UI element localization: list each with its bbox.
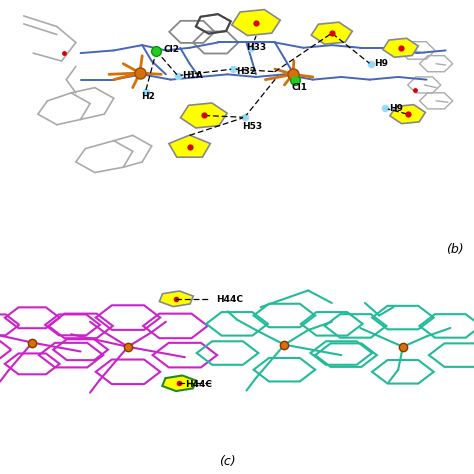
Text: H53: H53 (242, 122, 262, 130)
Text: H1A: H1A (182, 71, 203, 80)
Polygon shape (169, 135, 210, 157)
Text: Cl2: Cl2 (164, 45, 180, 54)
Polygon shape (232, 9, 280, 36)
Text: H33: H33 (246, 43, 266, 52)
Text: H2: H2 (141, 92, 155, 101)
Text: Cl1: Cl1 (292, 83, 308, 92)
Polygon shape (390, 105, 425, 124)
Polygon shape (159, 291, 193, 307)
Text: H32: H32 (236, 67, 256, 76)
Text: (b): (b) (446, 243, 464, 256)
Polygon shape (311, 22, 352, 44)
Text: H44C: H44C (216, 295, 243, 304)
Polygon shape (383, 38, 418, 57)
Text: H9: H9 (389, 104, 403, 113)
Text: H44C: H44C (185, 380, 212, 389)
Polygon shape (162, 375, 196, 391)
Text: (c): (c) (219, 455, 236, 468)
Polygon shape (181, 103, 227, 128)
Text: H9: H9 (374, 59, 389, 68)
